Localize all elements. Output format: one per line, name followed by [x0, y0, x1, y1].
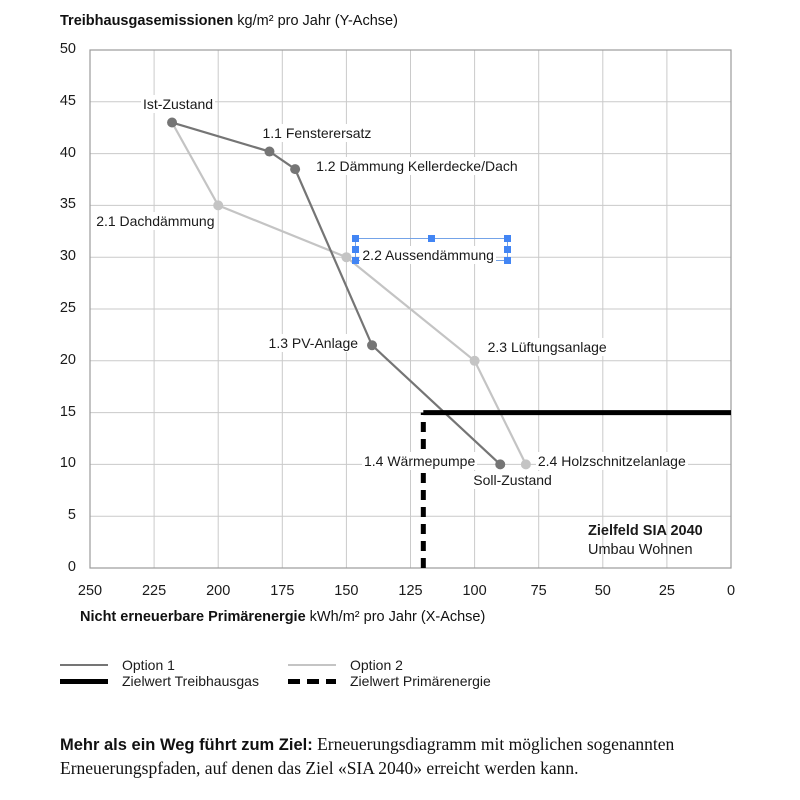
y-tick-label: 30	[59, 248, 76, 265]
point-label: 1.3 PV-Anlage	[266, 334, 361, 353]
y-tick-label: 10	[59, 455, 76, 472]
plot-border	[89, 49, 732, 569]
point-label: 1.2 Dämmung Kellerdecke/Dach	[314, 157, 520, 176]
data-point	[469, 355, 480, 366]
point-label: 1.1 Fensterersatz	[260, 123, 374, 142]
point-label: 2.3 Lüftungsanlage	[485, 337, 609, 356]
point-label: 2.1 Dachdämmung	[94, 212, 217, 231]
legend-item: Option 1	[60, 657, 175, 673]
y-axis-title-bold: Treibhausgasemissionen	[60, 13, 234, 29]
point-label: 1.4 Wärmepumpe	[361, 452, 478, 471]
selection-handle[interactable]	[427, 235, 435, 243]
legend-swatch-thick	[60, 678, 108, 684]
x-axis-title-bold: Nicht erneuerbare Primärenergie	[80, 609, 306, 625]
y-tick-label: 5	[67, 507, 76, 524]
x-tick-label: 125	[398, 583, 423, 599]
data-point	[213, 200, 224, 211]
data-point	[520, 459, 531, 470]
x-tick-label: 225	[141, 583, 167, 599]
selection-handle[interactable]	[352, 235, 360, 243]
legend-swatch-thin	[60, 664, 108, 666]
selection-handle[interactable]	[504, 235, 512, 243]
data-point	[167, 117, 178, 128]
data-point	[367, 340, 378, 351]
y-tick-label: 0	[67, 559, 76, 575]
data-point	[495, 459, 506, 470]
x-axis-title: Nicht erneuerbare Primärenergie kWh/m² p…	[80, 609, 485, 625]
selection-handle[interactable]	[504, 257, 512, 265]
x-tick-label: 25	[658, 583, 675, 599]
data-point	[290, 164, 301, 175]
x-tick-label: 250	[77, 583, 103, 599]
legend-label: Zielwert Treibhausgas	[122, 673, 259, 689]
y-tick-label: 20	[59, 351, 76, 368]
x-tick-label: 200	[206, 583, 231, 599]
point-label[interactable]: 2.2 Aussendämmung	[360, 246, 496, 265]
target-zone-annotation: Zielfeld SIA 2040 Umbau Wohnen	[588, 522, 703, 560]
legend-item: Zielwert Primärenergie	[288, 673, 491, 689]
legend-label: Zielwert Primärenergie	[350, 673, 491, 689]
legend-item: Zielwert Treibhausgas	[60, 673, 259, 689]
x-axis-title-rest: kWh/m² pro Jahr (X-Achse)	[305, 609, 486, 625]
point-label: Soll-Zustand	[471, 471, 554, 490]
y-tick-label: 15	[59, 403, 76, 420]
x-tick-label: 100	[462, 583, 487, 599]
data-point	[341, 252, 352, 263]
y-tick-label: 45	[59, 92, 76, 109]
legend-item: Option 2	[288, 657, 403, 673]
point-label: 2.4 Holzschnitzelanlage	[535, 452, 688, 471]
y-axis-title: Treibhausgasemissionen kg/m² pro Jahr (Y…	[60, 13, 398, 29]
y-tick-label: 35	[59, 196, 76, 213]
legend-swatch-dashed	[288, 678, 336, 684]
x-tick-label: 75	[530, 583, 547, 599]
selection-handle[interactable]	[352, 257, 360, 265]
x-tick-label: 0	[726, 583, 736, 599]
data-point	[264, 146, 275, 157]
y-axis-title-rest: kg/m² pro Jahr (Y-Achse)	[233, 13, 398, 29]
point-label: Ist-Zustand	[141, 94, 216, 113]
x-tick-label: 150	[334, 583, 359, 599]
caption-body: Erneuerungsdiagramm mit möglichen sogena…	[60, 734, 675, 778]
selection-handle[interactable]	[504, 245, 512, 253]
legend-swatch-thin	[288, 664, 336, 666]
annotation-line2: Umbau Wohnen	[588, 542, 693, 558]
legend-label: Option 1	[122, 657, 175, 673]
y-tick-label: 25	[59, 300, 76, 316]
x-tick-label: 50	[594, 583, 611, 599]
selection-handle[interactable]	[352, 245, 360, 253]
legend-label: Option 2	[350, 657, 403, 673]
x-tick-label: 175	[270, 583, 295, 599]
caption-lead: Mehr als ein Weg führt zum Ziel:	[60, 736, 313, 754]
y-tick-label: 40	[59, 144, 76, 161]
caption: Mehr als ein Weg führt zum Ziel: Erneuer…	[60, 733, 760, 780]
annotation-line1: Zielfeld SIA 2040	[588, 523, 703, 539]
y-tick-label: 50	[59, 41, 76, 57]
